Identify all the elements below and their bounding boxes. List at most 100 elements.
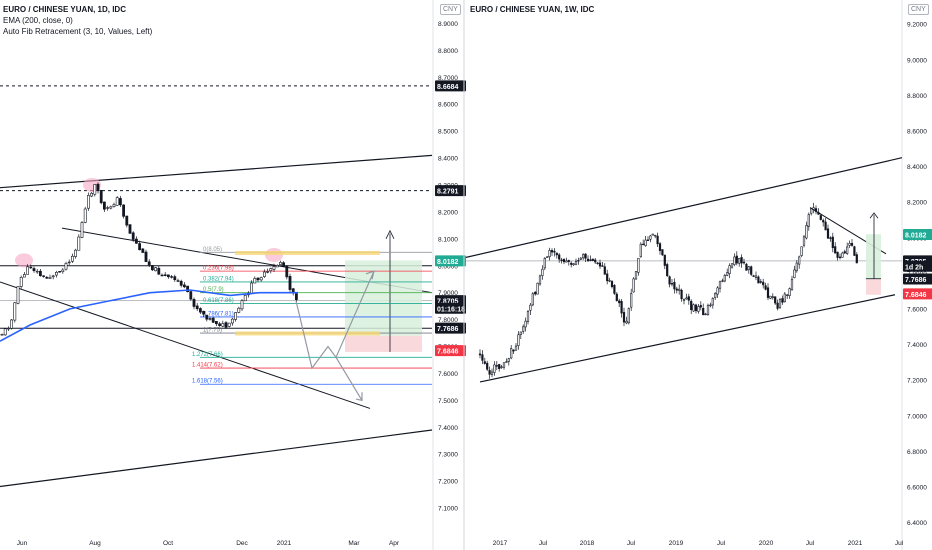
left-candle bbox=[67, 261, 71, 264]
right-candle bbox=[810, 208, 813, 214]
right-candle bbox=[582, 254, 585, 259]
right-chart-title: EURO / CHINESE YUAN, 1W, IDC bbox=[470, 5, 595, 14]
right-candle bbox=[690, 300, 693, 311]
right-candle bbox=[718, 281, 722, 289]
right-candle bbox=[853, 246, 856, 256]
fib-level-label: 1.414(7.62) bbox=[192, 363, 223, 369]
left-candle bbox=[125, 215, 129, 226]
left-candle bbox=[29, 266, 33, 269]
left-y-tick-label: 8.0000 bbox=[438, 263, 458, 270]
left-candle bbox=[35, 270, 39, 273]
right-candle bbox=[505, 361, 508, 363]
right-candle bbox=[694, 304, 698, 312]
right-candle bbox=[522, 326, 525, 332]
left-candle bbox=[192, 299, 196, 307]
fib-indicator-label[interactable]: Auto Fib Retracement (3, 10, Values, Lef… bbox=[3, 27, 153, 36]
left-candle bbox=[189, 291, 193, 300]
left-candle bbox=[179, 280, 183, 286]
left-candle bbox=[13, 302, 17, 321]
fib-level-label: 0.5(7.9) bbox=[203, 287, 224, 293]
right-candle bbox=[584, 253, 587, 259]
right-candle bbox=[786, 294, 789, 296]
right-candle bbox=[663, 254, 666, 266]
right-candle bbox=[682, 299, 686, 301]
right-candle bbox=[788, 288, 791, 296]
left-candle bbox=[147, 261, 151, 266]
right-candle bbox=[735, 255, 738, 264]
left-x-tick-label: 2021 bbox=[277, 540, 292, 547]
left-y-tick-label: 8.4000 bbox=[438, 156, 458, 163]
right-candle bbox=[606, 273, 609, 282]
right-candle bbox=[534, 291, 537, 295]
fib-bottom-band bbox=[235, 331, 380, 336]
weekly-channel-bottom bbox=[479, 294, 896, 383]
left-candle bbox=[103, 201, 106, 210]
right-candle bbox=[570, 262, 573, 265]
left-candle bbox=[138, 243, 142, 251]
right-candle bbox=[658, 243, 662, 251]
left-chart[interactable]: 7.10007.20007.30007.40007.50007.60007.70… bbox=[0, 0, 466, 550]
right-candle bbox=[644, 239, 647, 247]
left-candle bbox=[266, 271, 270, 273]
left-candle bbox=[294, 293, 298, 300]
left-candle bbox=[90, 192, 94, 197]
right-candle bbox=[817, 211, 820, 215]
right-currency-button[interactable]: CNY bbox=[908, 4, 929, 15]
right-candle bbox=[550, 250, 554, 253]
left-x-tick-label: Jun bbox=[17, 540, 28, 547]
right-y-tick-label: 7.4000 bbox=[907, 342, 927, 349]
left-candle bbox=[167, 274, 170, 278]
right-candle bbox=[687, 296, 690, 301]
left-y-tick-label: 8.6000 bbox=[438, 102, 458, 109]
fib-level-label: 0(8.05) bbox=[203, 247, 222, 253]
long-target-zone bbox=[345, 260, 422, 336]
right-candle bbox=[721, 280, 724, 282]
fib-top-band bbox=[235, 250, 380, 255]
right-candle bbox=[776, 302, 779, 309]
right-x-tick-label: Jul bbox=[806, 540, 815, 547]
right-candle bbox=[666, 264, 669, 277]
right-candle bbox=[574, 260, 578, 265]
right-candle bbox=[824, 221, 827, 231]
right-y-tick-label: 9.2000 bbox=[907, 22, 927, 29]
right-candle bbox=[502, 362, 506, 368]
fib-level-label: 1.272(7.66) bbox=[192, 352, 223, 358]
right-candle bbox=[507, 358, 510, 362]
right-candle bbox=[826, 228, 830, 239]
weekly-target-zone bbox=[866, 234, 881, 279]
right-candle bbox=[567, 260, 570, 262]
right-candle bbox=[541, 268, 544, 276]
left-candle bbox=[80, 222, 84, 238]
ema-indicator-label[interactable]: EMA (200, close, 0) bbox=[3, 16, 73, 25]
right-y-tick-label: 8.6000 bbox=[907, 129, 927, 136]
right-y-tick-label: 7.6000 bbox=[907, 306, 927, 313]
fib-level-label: 1(7.75) bbox=[203, 328, 222, 334]
right-candle bbox=[738, 258, 741, 264]
left-candle bbox=[83, 208, 87, 223]
right-price-label-bg bbox=[903, 273, 932, 285]
left-candle bbox=[26, 266, 30, 275]
left-candle bbox=[19, 277, 23, 287]
left-candle bbox=[218, 323, 222, 326]
right-price-label: 8.0182 bbox=[905, 233, 927, 240]
left-candle bbox=[87, 195, 90, 209]
right-candle bbox=[771, 296, 774, 298]
right-chart[interactable]: 6.4000 6.6000 6.8000 7.0000 7.2000 7.4000 7.60… bbox=[463, 0, 932, 550]
right-candle bbox=[594, 259, 597, 263]
right-candle bbox=[514, 345, 518, 351]
right-candle bbox=[596, 262, 599, 265]
right-candle bbox=[589, 259, 592, 261]
left-candle bbox=[243, 294, 247, 302]
right-candle bbox=[603, 266, 606, 275]
fib-level-label: 0.236(7.98) bbox=[203, 266, 234, 272]
highlight-circle bbox=[83, 178, 101, 192]
left-candle bbox=[199, 308, 202, 313]
left-candle bbox=[240, 300, 244, 310]
channel-bottom-line bbox=[0, 429, 433, 488]
left-currency-button[interactable]: CNY bbox=[440, 4, 461, 15]
left-candle bbox=[51, 275, 55, 278]
left-candle bbox=[64, 263, 68, 270]
right-candle bbox=[697, 306, 700, 312]
left-candle bbox=[256, 277, 260, 281]
right-x-tick-label: Jul bbox=[627, 540, 636, 547]
